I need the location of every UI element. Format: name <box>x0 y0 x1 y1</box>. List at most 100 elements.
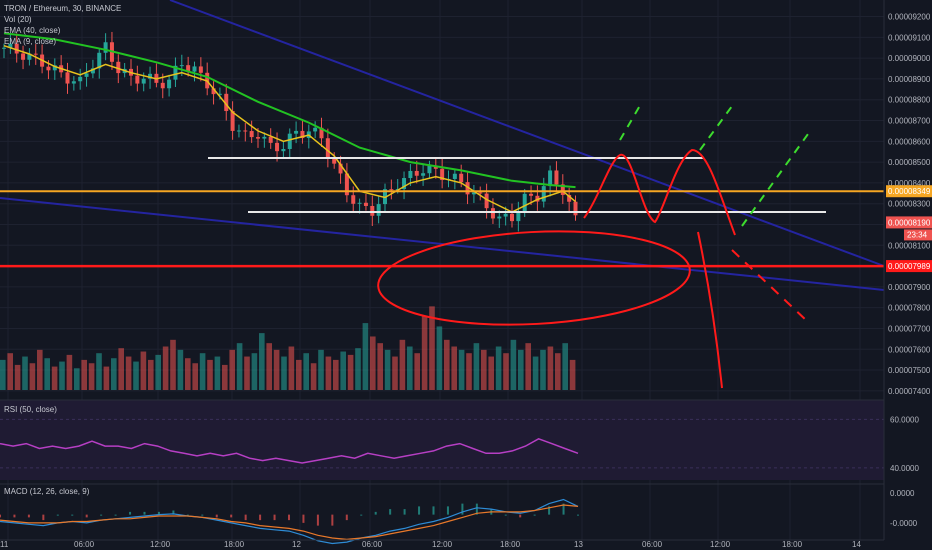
volume-bar <box>44 358 50 390</box>
macd-legend[interactable]: MACD (12, 26, close, 9) <box>4 487 90 496</box>
price-tick-label: 0.00007400 <box>888 387 931 396</box>
volume-bar <box>473 343 480 390</box>
time-tick-label: 12:00 <box>710 540 731 549</box>
candle-body <box>535 195 540 202</box>
ema40-line <box>3 32 576 189</box>
volume-bar <box>451 346 457 390</box>
volume-bars <box>0 306 576 390</box>
macd-histogram-bar <box>0 514 1 518</box>
candle-body <box>224 93 229 112</box>
signal-line <box>0 504 579 541</box>
macd-histogram-bar <box>316 514 319 526</box>
macd-histogram-bar <box>475 503 478 515</box>
volume-bar <box>155 354 161 390</box>
volume-bar <box>555 353 561 390</box>
volume-bar <box>96 353 102 390</box>
price-tick-label: 0.00008300 <box>888 200 931 209</box>
macd-histogram-bar <box>504 514 507 516</box>
volume-bar <box>59 361 65 390</box>
candle-body <box>560 184 565 195</box>
candle-body <box>516 211 521 222</box>
volume-bar <box>392 356 398 390</box>
volume-bar <box>325 356 332 390</box>
volume-bar <box>170 339 176 390</box>
legend-volume[interactable]: Vol (20) <box>4 15 32 24</box>
orange-price-tag-bg <box>886 185 932 198</box>
volume-bar <box>458 349 465 390</box>
macd-histogram-bar <box>259 514 262 521</box>
macd-histogram-bar <box>288 514 290 521</box>
candle-body <box>319 127 324 139</box>
volume-bar <box>540 349 546 390</box>
current-price-tag: 0.00008190 <box>888 218 931 227</box>
macd-tick-label: -0.0000 <box>890 519 918 528</box>
chart-legend: TRON / Ethereum, 30, BINANCE Vol (20) EM… <box>4 3 121 47</box>
volume-bar <box>281 356 287 390</box>
time-axis[interactable]: 11 06:00 12:00 18:00 12 06:00 12:00 18:00 13 06:0… <box>0 539 884 549</box>
macd-histogram-bar <box>27 514 30 518</box>
candle-body <box>46 66 51 71</box>
price-tick-label: 0.00008900 <box>888 75 931 84</box>
price-tick-label: 0.00009100 <box>888 33 931 42</box>
candle-body <box>217 93 222 95</box>
volume-bar <box>562 343 568 390</box>
volume-bar <box>140 351 147 390</box>
volume-bar <box>29 363 36 390</box>
volume-bar <box>244 356 250 390</box>
time-tick-label: 06:00 <box>642 540 663 549</box>
volume-bar <box>259 333 265 390</box>
volume-bar <box>466 353 472 390</box>
legend-ema9[interactable]: EMA (9, close) <box>4 37 57 46</box>
price-tick-label: 0.00007600 <box>888 345 931 354</box>
time-tick-label: 18:00 <box>224 540 245 549</box>
countdown-tag-bg <box>904 229 932 241</box>
candle-body <box>522 193 527 212</box>
volume-bar <box>125 356 132 390</box>
price-axis[interactable]: 0.00009200 0.00009100 0.00009000 0.00008900… <box>883 0 932 540</box>
ema-lines <box>3 32 576 213</box>
candle-body <box>459 173 464 183</box>
macd-histogram-bar <box>71 514 74 516</box>
candle-body <box>338 163 343 174</box>
volume-bar <box>207 359 213 390</box>
time-tick-label: 06:00 <box>362 540 383 549</box>
candle-body <box>21 53 26 60</box>
time-tick-label: 12:00 <box>150 540 171 549</box>
time-tick-label: 14 <box>852 540 861 549</box>
candle-body <box>376 204 381 216</box>
price-tick-label: 0.00008700 <box>888 117 931 126</box>
time-tick-label: 06:00 <box>74 540 95 549</box>
volume-bar <box>199 353 206 390</box>
candle-body <box>90 68 95 74</box>
price-tick-label: 0.00008800 <box>888 96 931 105</box>
candle-body <box>452 173 457 179</box>
rsi-legend[interactable]: RSI (50, close) <box>4 405 57 414</box>
volume-bar <box>162 346 169 390</box>
volume-bar <box>525 343 531 390</box>
candle-body <box>33 53 38 55</box>
legend-ema40[interactable]: EMA (40, close) <box>4 26 61 35</box>
volume-bar <box>81 359 87 390</box>
volume-bar <box>51 366 58 390</box>
rsi-background <box>0 400 884 480</box>
macd-histogram-bar <box>244 514 247 521</box>
volume-bar <box>481 349 487 390</box>
candle-body <box>510 213 514 222</box>
price-tick-label: 0.00007500 <box>888 366 931 375</box>
volume-bar <box>66 354 73 390</box>
candle-body <box>351 195 356 204</box>
price-tick-label: 0.00007900 <box>888 283 931 292</box>
volume-bar <box>488 356 494 390</box>
green-dash-1 <box>619 101 643 141</box>
macd-histogram-bar <box>519 514 522 518</box>
candle-body <box>179 65 184 67</box>
macd-histogram-bar <box>533 514 536 516</box>
volume-bar <box>288 346 295 390</box>
legend-symbol[interactable]: TRON / Ethereum, 30, BINANCE <box>4 4 122 13</box>
macd-histogram-bar <box>432 506 435 515</box>
drop-forecast <box>697 231 723 389</box>
candle-body <box>236 130 241 132</box>
price-tick-label: 0.00008500 <box>888 158 931 167</box>
volume-bar <box>133 361 139 390</box>
